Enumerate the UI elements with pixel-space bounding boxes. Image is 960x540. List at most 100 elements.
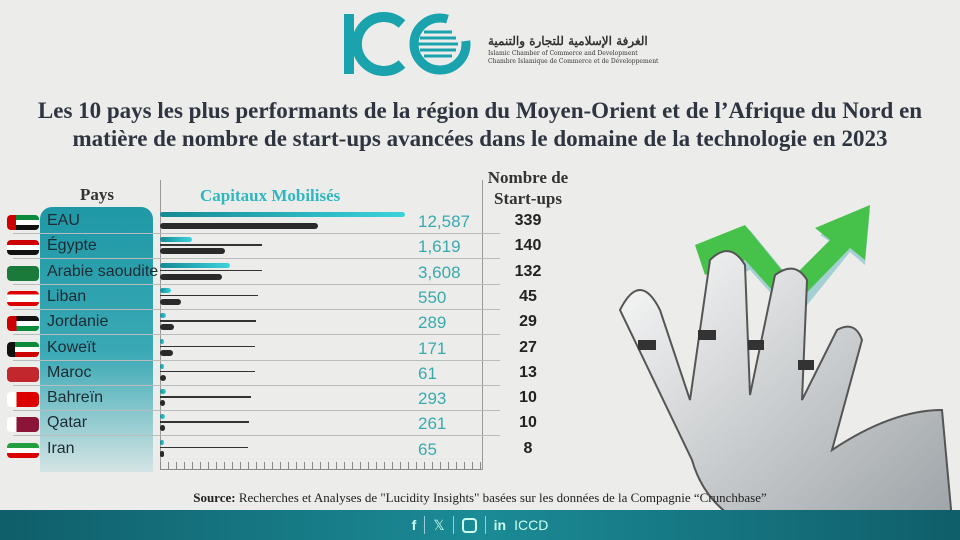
row-divider xyxy=(13,410,500,412)
startups-bar xyxy=(160,425,165,432)
capital-value: 171 xyxy=(418,338,447,358)
capital-value: 61 xyxy=(418,363,437,383)
source-note: Source: Recherches et Analyses de "Lucid… xyxy=(0,490,960,506)
footer-bar: f 𝕏 in ICCD xyxy=(0,510,960,540)
table-row: Liban 550 45 xyxy=(0,285,537,310)
reference-line xyxy=(160,421,249,423)
x-axis-ticks xyxy=(160,462,482,470)
linkedin-icon[interactable]: in xyxy=(493,517,507,533)
reference-line xyxy=(160,269,262,272)
source-label: Source: xyxy=(193,490,236,505)
startups-value: 10 xyxy=(519,414,537,432)
capital-value: 550 xyxy=(418,287,447,307)
table-row: Égypte 1,619 140 xyxy=(0,234,541,260)
capital-bar xyxy=(160,262,231,268)
startups-bar xyxy=(160,450,164,457)
title-line-1: Les 10 pays les plus performants de la r… xyxy=(37,98,923,123)
capital-value: 293 xyxy=(418,389,447,409)
country-name: Iran xyxy=(47,439,75,457)
startups-bar xyxy=(160,349,173,356)
startups-value: 29 xyxy=(519,313,537,331)
row-divider xyxy=(13,308,500,310)
capital-bar xyxy=(160,363,164,369)
startups-bar xyxy=(160,273,222,280)
startups-bar xyxy=(160,298,181,305)
logo-english: Islamic Chamber of Commerce and Developm… xyxy=(488,50,638,57)
flag-icon xyxy=(7,316,39,332)
flag-icon xyxy=(7,290,39,306)
growth-arrow-icon xyxy=(695,205,870,320)
startups-value: 27 xyxy=(519,338,537,356)
page-title: Les 10 pays les plus performants de la r… xyxy=(0,97,960,153)
capital-value: 1,619 xyxy=(418,237,461,257)
row-divider xyxy=(13,384,500,386)
flag-icon xyxy=(7,341,39,357)
startups-value: 10 xyxy=(519,389,537,407)
reference-line xyxy=(160,320,256,322)
capital-bar xyxy=(160,414,166,420)
startups-bar xyxy=(160,400,165,407)
logo-arabic: الغرفة الإسلامية للتجارة والتنمية xyxy=(488,34,648,48)
divider xyxy=(484,516,486,534)
row-divider xyxy=(13,258,500,260)
country-name: EAU xyxy=(47,212,80,229)
capital-value: 65 xyxy=(418,439,437,459)
flag-icon xyxy=(7,265,39,281)
startups-value: 13 xyxy=(519,363,537,381)
capital-bar xyxy=(160,389,166,395)
reference-line xyxy=(160,244,262,246)
startups-value: 339 xyxy=(514,212,542,229)
table-row: Jordanie 289 29 xyxy=(0,310,537,336)
startups-bar xyxy=(160,248,226,255)
table-row: Koweït 171 27 xyxy=(0,336,537,361)
source-text: Recherches et Analyses de "Lucidity Insi… xyxy=(235,490,767,505)
reference-line xyxy=(160,370,255,373)
title-line-2: matière de nombre de start-ups avancées … xyxy=(72,126,888,151)
flag-icon xyxy=(7,392,39,408)
capital-bar xyxy=(160,313,166,319)
facebook-icon[interactable]: f xyxy=(411,517,417,533)
startups-bar xyxy=(160,223,318,229)
reference-line xyxy=(160,345,255,347)
country-name: Maroc xyxy=(47,363,92,381)
row-divider xyxy=(13,435,500,437)
startups-value: 8 xyxy=(523,439,533,457)
startups-value: 132 xyxy=(514,262,542,280)
country-name: Liban xyxy=(47,287,87,305)
capital-value: 3,608 xyxy=(418,262,461,282)
ico-logo-mark xyxy=(344,12,471,76)
header-startups: Nombre de Start-ups xyxy=(487,168,569,208)
row-divider xyxy=(13,233,500,234)
table-row: Iran 65 8 xyxy=(0,437,532,462)
country-highlight xyxy=(40,207,153,472)
instagram-icon[interactable] xyxy=(461,517,477,533)
startups-value: 140 xyxy=(514,237,542,255)
header-capital: Capitaux Mobilisés xyxy=(200,186,341,205)
capital-value: 12,587 xyxy=(418,212,470,231)
column-divider xyxy=(482,180,483,470)
capital-bar xyxy=(160,212,405,217)
x-icon[interactable]: 𝕏 xyxy=(433,516,445,533)
row-divider xyxy=(13,359,500,361)
capital-value: 261 xyxy=(418,414,447,434)
robot-hand-illustration xyxy=(618,205,953,510)
divider xyxy=(452,516,454,534)
capital-bar xyxy=(160,237,192,243)
startups-value: 45 xyxy=(519,287,537,305)
table-row: Qatar 261 10 xyxy=(0,411,537,437)
capital-bar xyxy=(160,439,164,445)
divider xyxy=(424,516,426,534)
reference-line xyxy=(160,294,258,297)
ico-logo: الغرفة الإسلامية للتجارة والتنمية Islami… xyxy=(340,10,658,78)
table-row: Bahreïn 293 10 xyxy=(0,386,537,412)
country-name: Égypte xyxy=(47,237,97,255)
row-divider xyxy=(13,283,500,285)
country-name: Jordanie xyxy=(47,313,109,331)
logo-french: Chambre Islamique de Commerce et de Déve… xyxy=(488,58,659,65)
capital-bar xyxy=(160,287,171,293)
flag-icon xyxy=(7,240,39,256)
table-row: Maroc 61 13 xyxy=(0,361,537,386)
country-name: Koweït xyxy=(47,338,96,356)
table-row: EAU 12,587 339 xyxy=(0,209,541,234)
flag-icon xyxy=(7,417,39,433)
